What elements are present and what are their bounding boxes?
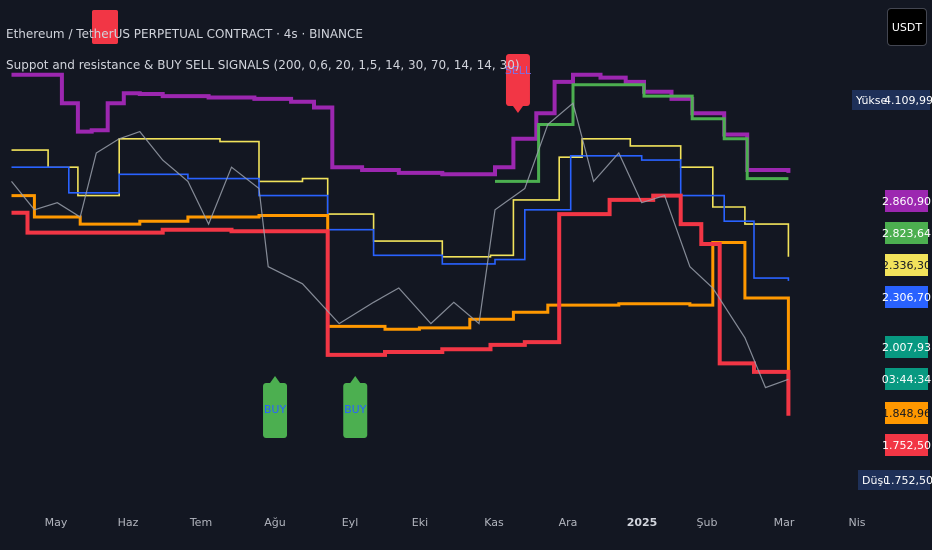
buy-signal-text: BUY <box>344 403 367 416</box>
support-red-line <box>11 193 791 416</box>
price-tag: 2.823,64 <box>882 222 931 244</box>
sell-signal-box <box>505 54 530 106</box>
time-axis-label: Eyl <box>341 516 359 529</box>
buy-signal-box <box>263 383 288 438</box>
price-tag: 2.306,70 <box>882 286 931 308</box>
upper-yellow-line <box>11 138 790 258</box>
low-value: 1.752,50 <box>884 470 932 490</box>
time-axis-label: Ara <box>558 516 578 529</box>
buy-signal-pointer <box>270 376 281 383</box>
price-tag: 2.007,93 <box>882 336 931 358</box>
price-tag: 2.336,30 <box>882 254 931 276</box>
time-axis-label: Eki <box>411 516 429 529</box>
time-axis-label: Ağu <box>264 516 286 529</box>
time-axis-label: Şub <box>696 516 718 529</box>
time-axis-label: Tem <box>189 516 213 529</box>
symbol-title[interactable]: Ethereum / TetherUS PERPETUAL CONTRACT ·… <box>6 27 363 41</box>
sell-signal-text: SELL <box>505 64 532 77</box>
high-label: Yüksek <box>852 90 898 110</box>
header-signal-marker <box>92 10 118 44</box>
time-axis-label: Nis <box>848 516 866 529</box>
mid-blue-line <box>11 155 790 281</box>
time-axis-label: Kas <box>484 516 504 529</box>
resistance-line <box>11 72 791 177</box>
buy-signal-pointer <box>350 376 361 383</box>
buy-signal-box <box>343 383 368 438</box>
time-axis-label: May <box>44 516 68 529</box>
indicator-legend[interactable]: Suppot and resistance & BUY SELL SIGNALS… <box>6 58 520 72</box>
time-axis-label: Mar <box>773 516 795 529</box>
upper-green-line <box>495 83 789 183</box>
lower-orange-line <box>11 194 790 402</box>
buy-signal-label: BUY <box>263 376 288 438</box>
time-axis-label: 2025 <box>626 516 658 529</box>
buy-signal-text: BUY <box>264 403 287 416</box>
currency-button[interactable]: USDT <box>887 8 927 46</box>
time-axis-label: Haz <box>117 516 139 529</box>
price-tag: 1.848,96 <box>882 402 931 424</box>
sell-signal-pointer <box>512 106 523 113</box>
buy-signal-label: BUY <box>343 376 368 438</box>
price-tag: 03:44:34 <box>882 368 931 390</box>
price-tag: 1.752,50 <box>882 434 931 456</box>
high-label-text: Yüksek <box>856 93 894 107</box>
price-tag: 2.860,90 <box>882 190 931 212</box>
sell-signal-label: SELL <box>505 54 532 113</box>
price-line <box>11 102 789 389</box>
high-value: 4.109,99 <box>884 90 932 110</box>
chart-area[interactable]: SELL BUY BUY <box>0 0 848 510</box>
chart-svg: SELL BUY BUY <box>11 54 791 438</box>
